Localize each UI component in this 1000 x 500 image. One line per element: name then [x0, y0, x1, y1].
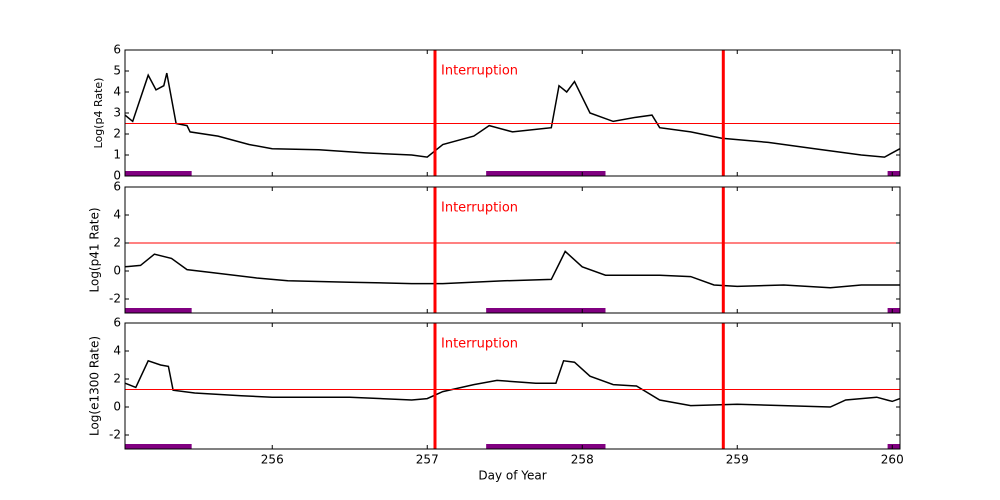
y-tick-label: 4 — [113, 208, 121, 222]
y-axis-label: Log(e1300 Rate) — [88, 336, 102, 436]
y-tick-label: -2 — [109, 428, 121, 442]
data-gap-span — [486, 171, 606, 176]
data-gap-span — [125, 308, 192, 313]
y-tick-label: 2 — [113, 127, 121, 141]
x-tick-label: 259 — [726, 453, 749, 467]
y-tick-label: 6 — [113, 180, 121, 194]
x-axis-label: Day of Year — [478, 469, 546, 483]
data-gap-span — [887, 171, 900, 176]
data-gap-span — [486, 308, 606, 313]
rate-line — [124, 250, 900, 289]
y-tick-label: 6 — [113, 43, 121, 57]
rate-line — [124, 72, 901, 158]
y-tick-label: 0 — [113, 264, 121, 278]
data-gap-span — [887, 444, 900, 449]
data-gap-span — [125, 171, 192, 176]
x-tick-label: 260 — [881, 453, 904, 467]
annotation: Interruption — [441, 64, 518, 79]
rate-line — [124, 359, 901, 408]
y-tick-label: 1 — [113, 148, 121, 162]
x-tick-label: 256 — [261, 453, 284, 467]
x-tick-label: 257 — [416, 453, 439, 467]
y-tick-label: -2 — [109, 292, 121, 306]
y-tick-label: 6 — [113, 316, 121, 330]
y-tick-label: 0 — [113, 400, 121, 414]
annotation: Interruption — [441, 201, 518, 216]
x-tick-label: 258 — [571, 453, 594, 467]
data-gap-span — [486, 444, 606, 449]
y-tick-label: 5 — [113, 64, 121, 78]
y-tick-label: 4 — [113, 85, 121, 99]
y-tick-label: 0 — [113, 169, 121, 183]
y-axis-label: Log(p4 Rate) — [92, 78, 105, 149]
data-gap-span — [887, 308, 900, 313]
y-tick-label: 4 — [113, 344, 121, 358]
data-gap-span — [125, 444, 192, 449]
y-axis-label: Log(p41 Rate) — [88, 207, 102, 292]
y-tick-label: 3 — [113, 106, 121, 120]
y-tick-label: 2 — [113, 372, 121, 386]
annotation: Interruption — [441, 337, 518, 352]
axes-frame — [124, 322, 901, 450]
y-tick-label: 2 — [113, 236, 121, 250]
axes-frame — [124, 186, 901, 314]
